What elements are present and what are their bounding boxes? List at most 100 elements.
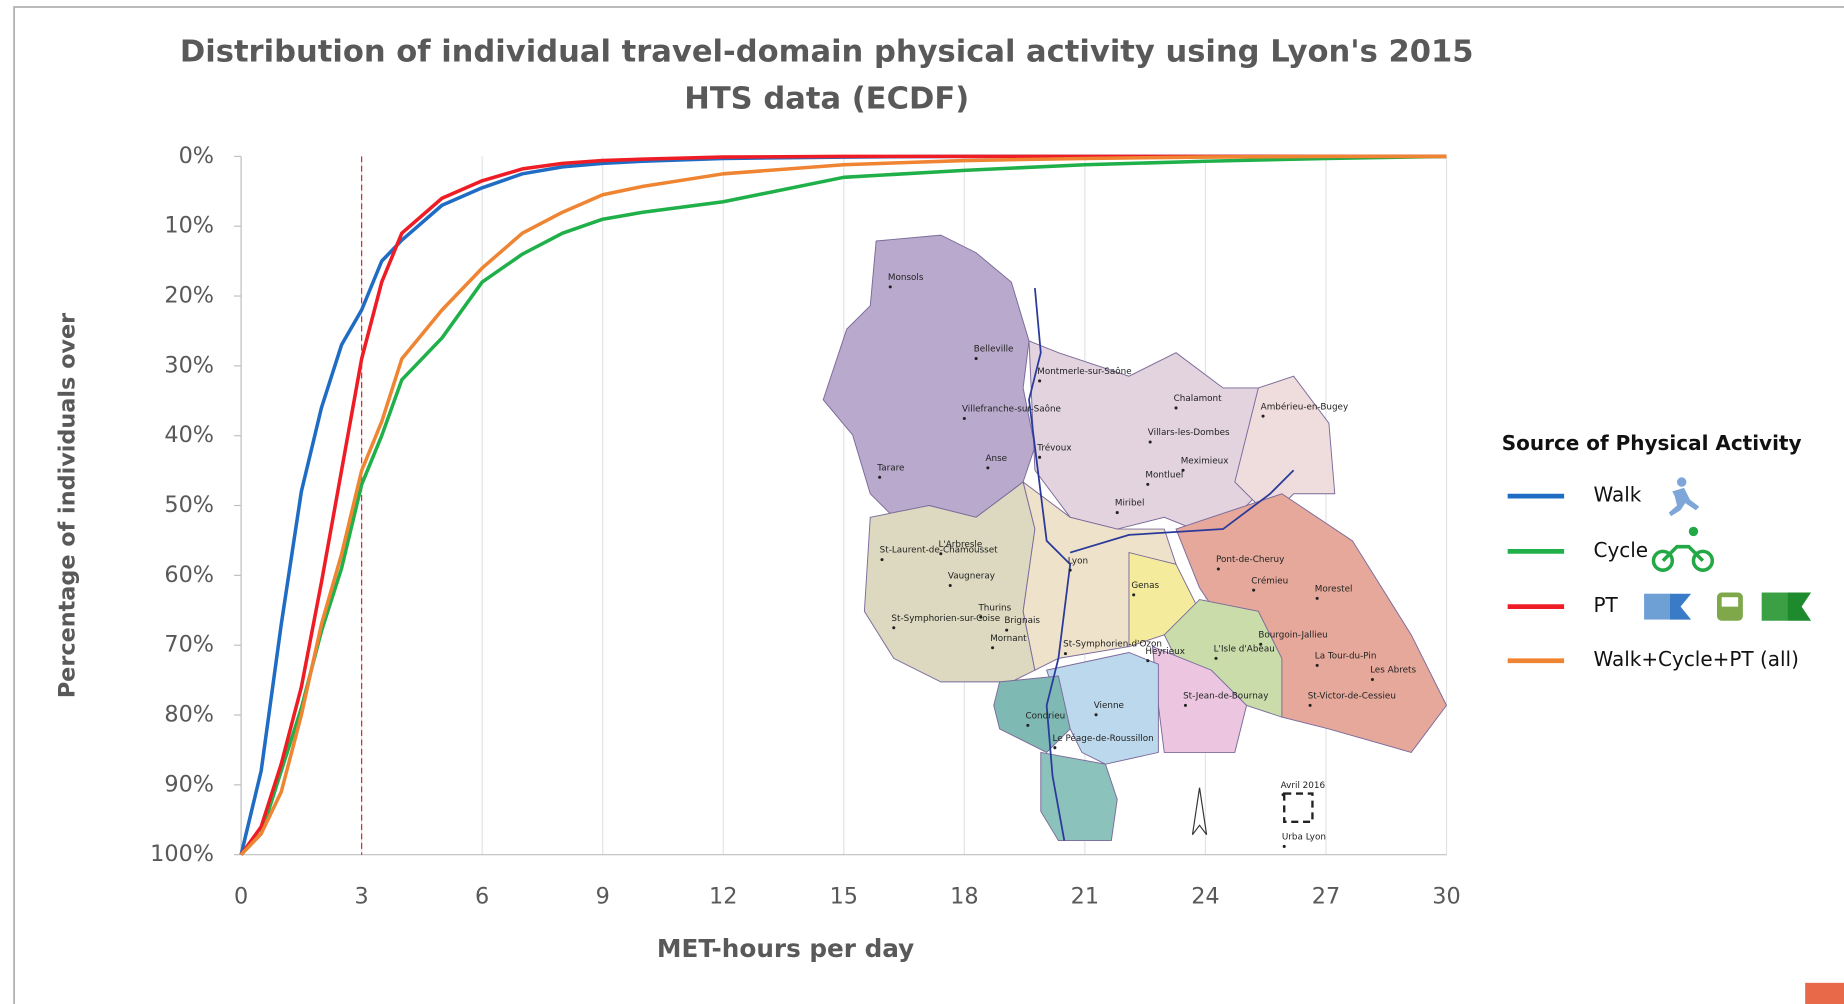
map-label: Lyon (1068, 556, 1088, 566)
pt-icons (1644, 592, 1812, 621)
map-town (1261, 414, 1265, 418)
map-town (1259, 642, 1263, 646)
map-label: Monsols (888, 273, 924, 283)
map-label: Le Péage-de-Roussillon (1053, 733, 1154, 744)
map-region (993, 675, 1071, 753)
map-label: St-Victor-de-Cessieu (1308, 691, 1396, 701)
map-town (1068, 568, 1072, 572)
map-town (991, 646, 995, 650)
map-label: St-Symphorien-sur-Coise (891, 614, 1000, 624)
map-town (880, 558, 884, 562)
map-town (888, 285, 892, 289)
series-line (239, 154, 1447, 856)
x-tick-label: 12 (709, 884, 737, 910)
map-label: Condrieu (1025, 711, 1065, 721)
map-town (1005, 628, 1009, 632)
urba-logo (1283, 792, 1314, 823)
map-town (1146, 659, 1150, 663)
map-town (1148, 440, 1152, 444)
x-tick-label: 18 (950, 884, 978, 910)
map-label: Les Abrets (1370, 666, 1416, 676)
plot (239, 154, 1447, 856)
map-label: Vaugneray (948, 572, 995, 582)
legend: Source of Physical Activity Walk Cycle PT W… (1502, 431, 1812, 671)
map-town (1146, 482, 1150, 486)
y-tick-label: 80% (164, 702, 214, 728)
map-label: Morestel (1315, 584, 1353, 594)
x-tick-label: 6 (475, 884, 489, 910)
map-town (1214, 656, 1218, 660)
map-label: L'Arbresle (938, 540, 982, 550)
map-town (974, 357, 978, 361)
map-label: Trévoux (1036, 442, 1071, 453)
map-town (1053, 746, 1057, 750)
map-town (1370, 677, 1374, 682)
map-town (939, 552, 943, 556)
y-tick-label: 20% (164, 283, 214, 309)
map-label: Miribel (1115, 499, 1145, 509)
map-town (1094, 713, 1098, 717)
map-label: Anse (986, 454, 1008, 464)
legend-label: Walk+Cycle+PT (all) (1594, 647, 1799, 671)
x-tick-label: 3 (355, 884, 369, 910)
map-label: Pont-de-Cheruy (1216, 555, 1284, 565)
map-label: Urba Lyon (1282, 833, 1326, 843)
map-label: Thurins (977, 603, 1011, 613)
map-label: Brignais (1004, 616, 1040, 626)
walk-icon (1668, 477, 1700, 517)
map-label: Villars-les-Dombes (1148, 428, 1230, 438)
map-town (1174, 406, 1178, 410)
x-tick-label: 0 (234, 884, 248, 910)
y-tick-label: 90% (164, 771, 214, 797)
map-town (962, 417, 966, 421)
legend-label: Cycle (1594, 538, 1649, 562)
series-line (239, 154, 1447, 856)
x-axis-title: MET-hours per day (657, 934, 914, 963)
map-town (878, 475, 882, 479)
map-label: Heyrieux (1145, 647, 1185, 657)
map-town (979, 615, 983, 619)
map-town (948, 583, 952, 587)
x-tick-label: 24 (1191, 884, 1219, 910)
frame (13, 6, 1844, 1004)
y-tick-label: 100% (150, 841, 214, 867)
map-label: Chalamont (1174, 394, 1222, 404)
x-tick-label: 9 (596, 884, 610, 910)
map-town (1315, 663, 1319, 667)
x-tick-label: 30 (1432, 884, 1460, 910)
map-town (1115, 511, 1119, 515)
legend-label: Walk (1594, 483, 1642, 507)
map-label: Ambérieu-en-Bugey (1261, 401, 1348, 412)
corner-tab (1805, 982, 1844, 1004)
map-town (1132, 593, 1136, 597)
map-inset: Monsols Belleville Montmerle-sur-Saône Vill… (822, 234, 1448, 848)
map-town (1308, 703, 1312, 707)
map-town (1216, 567, 1220, 571)
map-label: Montmerle-sur-Saône (1037, 366, 1131, 377)
x-tick-label: 27 (1312, 884, 1340, 910)
y-axis-title: Percentage of individuals over (55, 313, 81, 698)
y-tick-label: 0% (179, 143, 214, 169)
north-arrow (1191, 787, 1208, 836)
x-tick-label: 21 (1071, 884, 1099, 910)
map-label: Tarare (876, 463, 904, 473)
y-tick-label: 40% (164, 422, 214, 448)
map-town (1026, 723, 1030, 727)
y-tick-label: 60% (164, 562, 214, 588)
map-town (1038, 379, 1042, 383)
map-label: Villefranche-sur-Saône (962, 404, 1061, 415)
map-town (1282, 844, 1286, 848)
map-region (1234, 375, 1336, 518)
map-town (1063, 652, 1068, 656)
y-tick-label: 30% (164, 352, 214, 378)
chart-title: HTS data (ECDF) (684, 81, 969, 116)
y-tick-label: 70% (164, 632, 214, 658)
map-label: Mornant (990, 634, 1027, 644)
legend-label: PT (1594, 593, 1619, 617)
map-label: La Tour-du-Pin (1315, 652, 1377, 662)
map-label: L'Isle d'Abeau (1214, 644, 1275, 654)
map-label: Montluel (1145, 470, 1183, 480)
map-label: St-Symphorien-d'Ozon (1063, 640, 1162, 650)
